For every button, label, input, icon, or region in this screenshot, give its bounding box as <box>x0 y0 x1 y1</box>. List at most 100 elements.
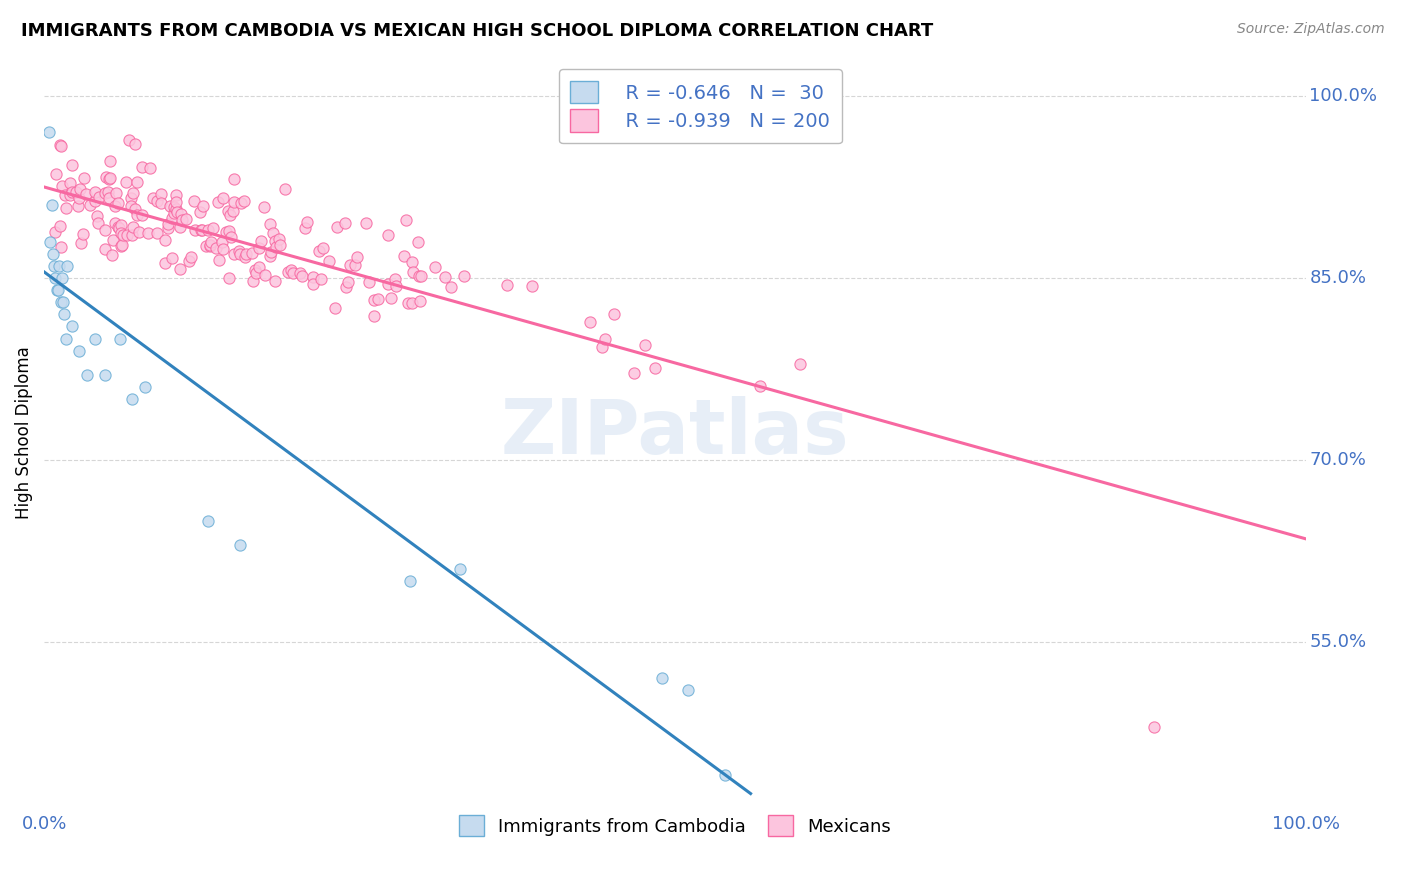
Point <box>46 283 69 297</box>
Point <box>69 182 91 196</box>
Point <box>115 175 138 189</box>
Point <box>124 202 146 216</box>
Point <box>51 240 73 254</box>
Point <box>262 226 284 240</box>
Point <box>253 268 276 282</box>
Point <box>202 221 225 235</box>
Legend: Immigrants from Cambodia, Mexicans: Immigrants from Cambodia, Mexicans <box>450 806 900 846</box>
Point <box>263 274 285 288</box>
Point <box>339 258 361 272</box>
Point <box>277 265 299 279</box>
Point <box>89 190 111 204</box>
Point <box>356 216 378 230</box>
Point <box>145 194 167 209</box>
Point <box>229 246 252 260</box>
Point <box>62 185 84 199</box>
Point <box>264 234 287 248</box>
Point <box>165 194 187 209</box>
Point <box>409 269 432 284</box>
Point <box>153 255 176 269</box>
Point <box>165 202 187 216</box>
Point <box>60 319 83 334</box>
Point <box>76 368 98 382</box>
Point <box>134 380 156 394</box>
Point <box>363 309 385 323</box>
Point <box>283 266 305 280</box>
Point <box>197 223 219 237</box>
Point <box>302 277 325 292</box>
Point <box>94 186 117 200</box>
Point <box>66 199 89 213</box>
Point <box>124 136 146 151</box>
Point <box>240 245 263 260</box>
Point <box>194 239 217 253</box>
Point <box>44 259 66 273</box>
Point <box>259 249 281 263</box>
Point <box>247 241 270 255</box>
Point <box>83 332 105 346</box>
Point <box>409 294 432 309</box>
Point <box>76 187 98 202</box>
Point <box>222 171 245 186</box>
Point <box>128 225 150 239</box>
Point <box>249 234 271 248</box>
Point <box>291 268 314 283</box>
Point <box>49 137 72 152</box>
Point <box>274 181 297 195</box>
Point <box>97 171 120 186</box>
Point <box>67 343 90 358</box>
Point <box>159 198 181 212</box>
Text: 70.0%: 70.0% <box>1309 451 1367 469</box>
Point <box>495 277 517 292</box>
Point <box>110 237 132 252</box>
Point <box>55 332 77 346</box>
Point <box>344 258 367 272</box>
Point <box>288 266 311 280</box>
Point <box>190 223 212 237</box>
Point <box>153 233 176 247</box>
Point <box>749 379 772 393</box>
Point <box>51 179 73 194</box>
Point <box>97 191 120 205</box>
Point <box>52 295 75 310</box>
Point <box>131 160 153 174</box>
Point <box>55 201 77 215</box>
Point <box>394 249 416 263</box>
Point <box>44 167 66 181</box>
Point <box>222 246 245 260</box>
Point <box>269 238 291 252</box>
Point <box>228 244 250 259</box>
Point <box>48 259 70 273</box>
Point <box>634 338 657 352</box>
Point <box>385 278 408 293</box>
Point <box>156 221 179 235</box>
Point <box>121 392 143 407</box>
Point <box>208 252 231 267</box>
Point <box>245 266 267 280</box>
Point <box>593 332 616 346</box>
Point <box>108 332 131 346</box>
Point <box>380 291 402 305</box>
Point <box>188 205 211 219</box>
Point <box>440 280 463 294</box>
Point <box>623 367 645 381</box>
Point <box>72 227 94 241</box>
Point <box>108 221 131 235</box>
Text: 85.0%: 85.0% <box>1309 269 1367 287</box>
Point <box>107 219 129 234</box>
Point <box>163 200 186 214</box>
Point <box>51 139 73 153</box>
Point <box>51 271 73 285</box>
Point <box>70 235 93 250</box>
Point <box>377 227 399 242</box>
Point <box>44 225 66 239</box>
Point <box>295 215 318 229</box>
Point <box>302 270 325 285</box>
Point <box>170 207 193 221</box>
Point <box>200 235 222 249</box>
Text: 100.0%: 100.0% <box>1309 87 1378 105</box>
Point <box>110 218 132 232</box>
Point <box>122 220 145 235</box>
Point <box>125 208 148 222</box>
Point <box>94 169 117 184</box>
